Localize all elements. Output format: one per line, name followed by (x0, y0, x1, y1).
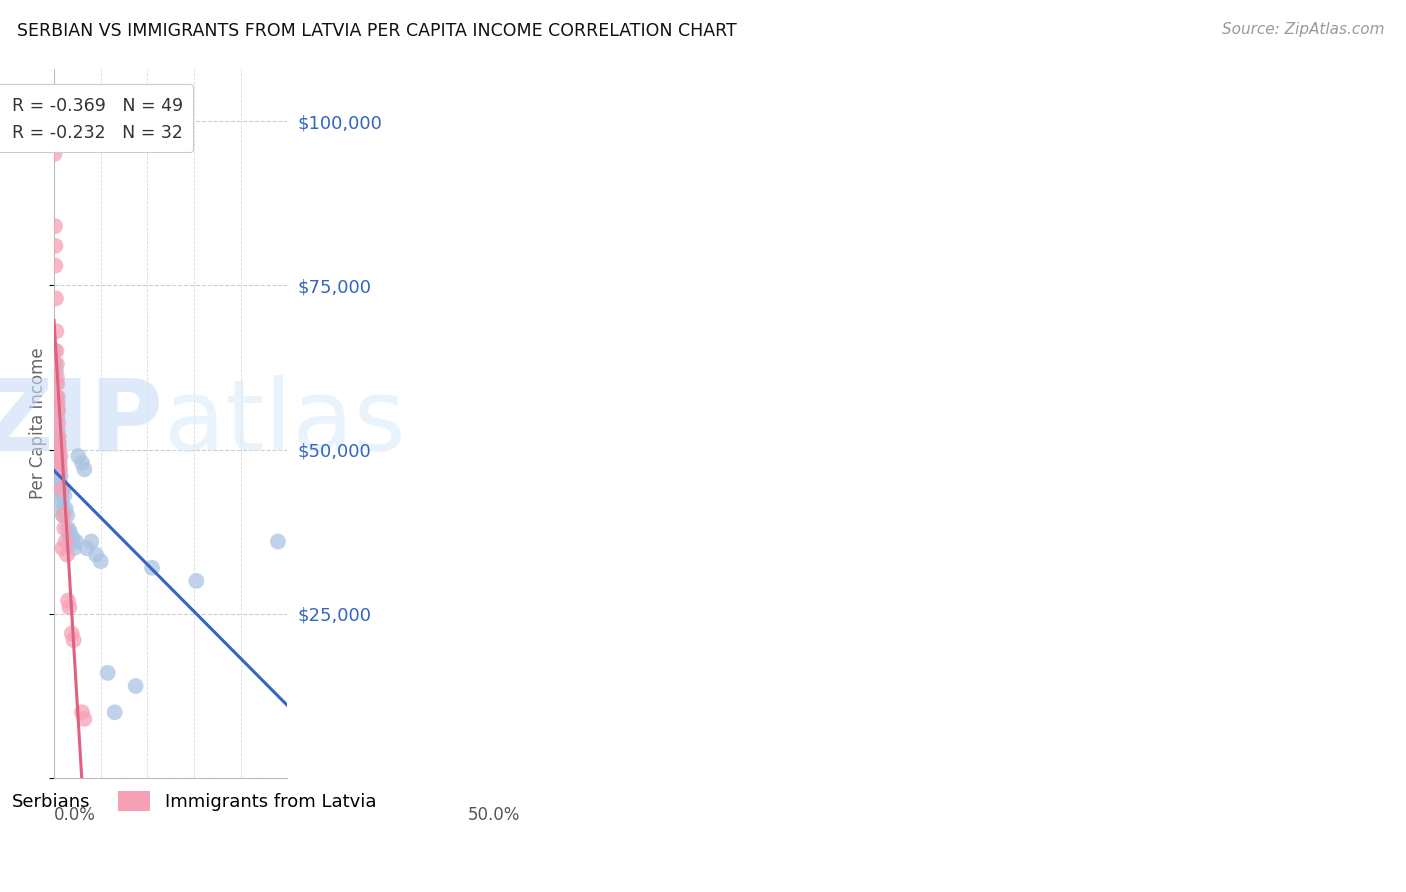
Point (46, 403, 69, 417)
Point (186, 574, 208, 588)
Point (67, 449, 90, 463)
Point (45, 324, 67, 338)
Y-axis label: Per Capita Income: Per Capita Income (30, 348, 46, 500)
Point (46, 376, 69, 391)
Point (56, 548, 79, 562)
Legend: Serbians, Immigrants from Latvia: Serbians, Immigrants from Latvia (0, 783, 384, 819)
Point (141, 561, 163, 575)
Point (44, 219, 66, 234)
Point (56, 508, 79, 523)
Point (55, 501, 77, 516)
Point (51, 482, 73, 496)
Point (84, 548, 107, 562)
Point (45, 370, 67, 384)
Point (51, 495, 73, 509)
Point (44, 357, 66, 371)
Text: 0.0%: 0.0% (53, 806, 96, 824)
Point (76, 541, 98, 555)
Point (58, 528, 80, 542)
Text: SERBIAN VS IMMIGRANTS FROM LATVIA PER CAPITA INCOME CORRELATION CHART: SERBIAN VS IMMIGRANTS FROM LATVIA PER CA… (17, 22, 737, 40)
Point (49, 462, 72, 476)
Point (49, 482, 72, 496)
Point (52, 508, 75, 523)
Point (48, 468, 70, 483)
Point (51, 482, 73, 496)
Point (52, 482, 75, 496)
Point (59, 524, 82, 539)
Point (48, 456, 70, 470)
Point (46, 442, 69, 457)
Point (46, 403, 69, 417)
Point (48, 429, 70, 443)
Point (49, 475, 72, 490)
Point (48, 436, 70, 450)
Point (65, 534, 87, 549)
Point (70, 456, 93, 470)
Point (56, 593, 79, 607)
Point (44, 343, 66, 358)
Text: ZIP: ZIP (0, 375, 163, 472)
Point (49, 449, 72, 463)
Point (46, 417, 69, 431)
Point (46, 390, 69, 404)
Point (62, 531, 84, 545)
Point (60, 626, 83, 640)
Point (56, 521, 79, 535)
Point (90, 554, 112, 568)
Point (73, 462, 96, 476)
Point (267, 534, 290, 549)
Point (44, 259, 66, 273)
Point (48, 436, 70, 450)
Point (53, 489, 76, 503)
Point (45, 357, 67, 371)
Point (48, 462, 70, 476)
Point (45, 390, 67, 404)
Point (51, 501, 73, 516)
Point (44, 147, 66, 161)
Point (53, 521, 76, 535)
Point (44, 376, 66, 391)
Point (73, 712, 96, 726)
Point (58, 600, 80, 615)
Point (46, 436, 69, 450)
Point (55, 534, 77, 549)
Point (49, 468, 72, 483)
Point (124, 679, 146, 693)
Point (59, 534, 82, 549)
Point (62, 633, 84, 648)
Point (45, 396, 67, 410)
Point (45, 343, 67, 358)
Point (51, 541, 73, 555)
Text: 50.0%: 50.0% (468, 806, 520, 824)
Point (44, 239, 66, 253)
Point (46, 423, 69, 437)
Point (97, 665, 120, 680)
Text: atlas: atlas (163, 375, 405, 472)
Point (70, 706, 93, 720)
Point (45, 364, 67, 378)
Text: Source: ZipAtlas.com: Source: ZipAtlas.com (1222, 22, 1385, 37)
Point (46, 429, 69, 443)
Point (49, 489, 72, 503)
Point (45, 292, 67, 306)
Point (48, 449, 70, 463)
Point (52, 508, 75, 523)
Point (46, 409, 69, 424)
Point (48, 456, 70, 470)
Point (63, 541, 86, 555)
Point (48, 442, 70, 457)
Point (104, 706, 127, 720)
Point (80, 534, 103, 549)
Point (46, 396, 69, 410)
